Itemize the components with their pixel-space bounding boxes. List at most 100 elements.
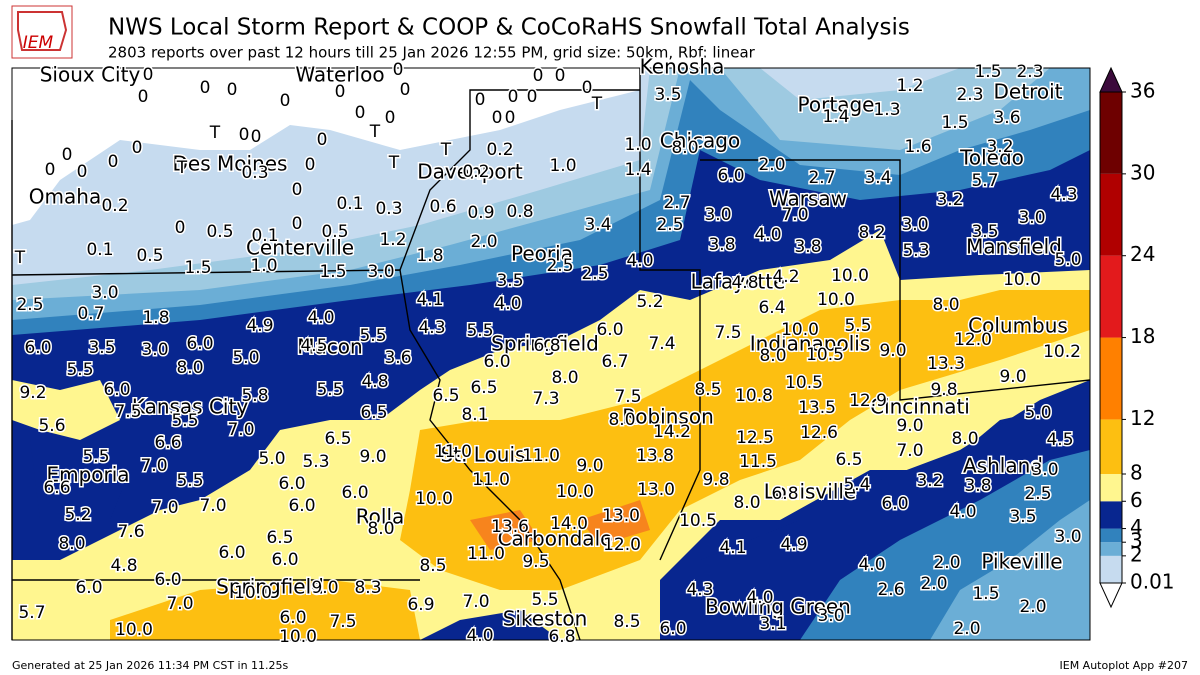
report-value: 0 — [533, 66, 544, 86]
report-value: 5.6 — [38, 416, 65, 436]
report-value: 7.4 — [648, 334, 675, 354]
report-value: 8.0 — [608, 410, 635, 430]
report-value: 1.0 — [549, 156, 576, 176]
report-value: 7.5 — [614, 387, 641, 407]
report-value: 8.0 — [759, 346, 786, 366]
city-label: Toledo — [959, 146, 1024, 170]
report-value: T — [14, 248, 26, 268]
colorbar-tick-label: 30 — [1130, 160, 1155, 184]
city-label: Warsaw — [769, 187, 847, 211]
report-value: 6.8 — [548, 627, 575, 647]
report-value: 0 — [251, 127, 262, 147]
report-value: T — [388, 153, 400, 173]
report-value: 5.3 — [902, 241, 929, 261]
colorbar-band — [1100, 542, 1122, 556]
report-value: 0 — [132, 138, 143, 158]
report-value: 0 — [317, 130, 328, 150]
report-value: 13.5 — [798, 398, 836, 418]
city-label: Kansas City — [132, 395, 249, 419]
report-value: 8.0 — [367, 519, 394, 539]
report-value: 7.0 — [227, 420, 254, 440]
colorbar-tick-label: 18 — [1130, 324, 1155, 348]
report-value: 2.5 — [1024, 484, 1051, 504]
report-value: 2.5 — [546, 256, 573, 276]
report-value: 3.2 — [916, 471, 943, 491]
report-value: 8.0 — [671, 138, 698, 158]
report-value: 10.0 — [1003, 270, 1041, 290]
report-value: 3.1 — [759, 614, 786, 634]
report-value: 9.8 — [930, 380, 957, 400]
report-value: T — [440, 140, 452, 160]
colorbar-tick-label: 3 — [1130, 529, 1143, 553]
report-value: 5.0 — [1024, 403, 1051, 423]
report-value: 4.0 — [746, 588, 773, 608]
city-label: Mansfield — [966, 235, 1062, 259]
report-value: 0.3 — [241, 163, 268, 183]
city-label: Rolla — [356, 505, 405, 529]
report-value: 10.5 — [806, 345, 844, 365]
report-value: 0.5 — [321, 222, 348, 242]
report-value: 3.2 — [936, 190, 963, 210]
report-value: 5.5 — [82, 447, 109, 467]
report-value: 8.1 — [461, 405, 488, 425]
report-value: 6.0 — [596, 320, 623, 340]
report-value: 0 — [77, 162, 88, 182]
city-label: Sikeston — [503, 607, 588, 631]
report-value: 2.0 — [758, 155, 785, 175]
report-value: 0.9 — [467, 203, 494, 223]
contour — [470, 510, 540, 550]
city-label: Des Moines — [173, 152, 288, 176]
report-value: 0 — [175, 218, 186, 238]
report-value: 3.5 — [1009, 507, 1036, 527]
colorbar-band — [1100, 255, 1122, 338]
colorbar-tick-label: 4 — [1130, 515, 1143, 539]
colorbar-band — [1100, 337, 1122, 420]
report-value: 5.2 — [636, 292, 663, 312]
report-value: T — [369, 122, 381, 142]
report-value: 5.5 — [359, 326, 386, 346]
footer-left: Generated at 25 Jan 2026 11:34 PM CST in… — [12, 659, 289, 672]
report-value: 1.0 — [250, 256, 277, 276]
state-border — [399, 89, 640, 271]
report-value: 12.9 — [849, 391, 887, 411]
city-label: Columbus — [968, 314, 1068, 338]
report-value: 5.8 — [241, 386, 268, 406]
city-label: Waterloo — [295, 63, 384, 87]
report-value: 3.0 — [367, 262, 394, 282]
report-value: 3.0 — [1054, 527, 1081, 547]
logo-text: IEM — [23, 33, 54, 53]
city-label: Davenport — [417, 160, 523, 184]
report-value: 9.0 — [311, 578, 338, 598]
report-value: 11.0 — [434, 442, 472, 462]
report-value: 6.8 — [771, 484, 798, 504]
report-value: 6.0 — [186, 334, 213, 354]
colorbar-tick-label: 36 — [1130, 79, 1155, 103]
city-label: Sioux City — [40, 63, 141, 87]
report-value: 5.5 — [466, 321, 493, 341]
report-value: 6.7 — [601, 352, 628, 372]
report-value: 5.5 — [171, 411, 198, 431]
colorbar-band — [1100, 528, 1122, 543]
report-value: 7.0 — [199, 496, 226, 516]
report-value: 6.0 — [278, 474, 305, 494]
report-value: 10.0 — [781, 320, 819, 340]
report-value: 9.0 — [896, 416, 923, 436]
report-value: 6.0 — [717, 166, 744, 186]
report-value: 1.4 — [822, 107, 849, 127]
colorbar-tick-label: 6 — [1130, 488, 1143, 512]
colorbar-extend-min — [1099, 582, 1123, 609]
report-value: 1.5 — [974, 62, 1001, 82]
report-value: 5.3 — [302, 452, 329, 472]
report-value: 12.0 — [603, 535, 641, 555]
report-value: 0 — [355, 103, 366, 123]
colorbar-band — [1100, 419, 1122, 474]
city-label: Detroit — [994, 80, 1063, 104]
report-value: 0.1 — [251, 226, 278, 246]
report-value: 0 — [280, 91, 291, 111]
city-label: Chicago — [660, 129, 740, 153]
report-value: 3.0 — [817, 606, 844, 626]
colorbar-band — [1100, 173, 1122, 256]
report-value: 3.0 — [901, 215, 928, 235]
report-value: 4.3 — [686, 580, 713, 600]
